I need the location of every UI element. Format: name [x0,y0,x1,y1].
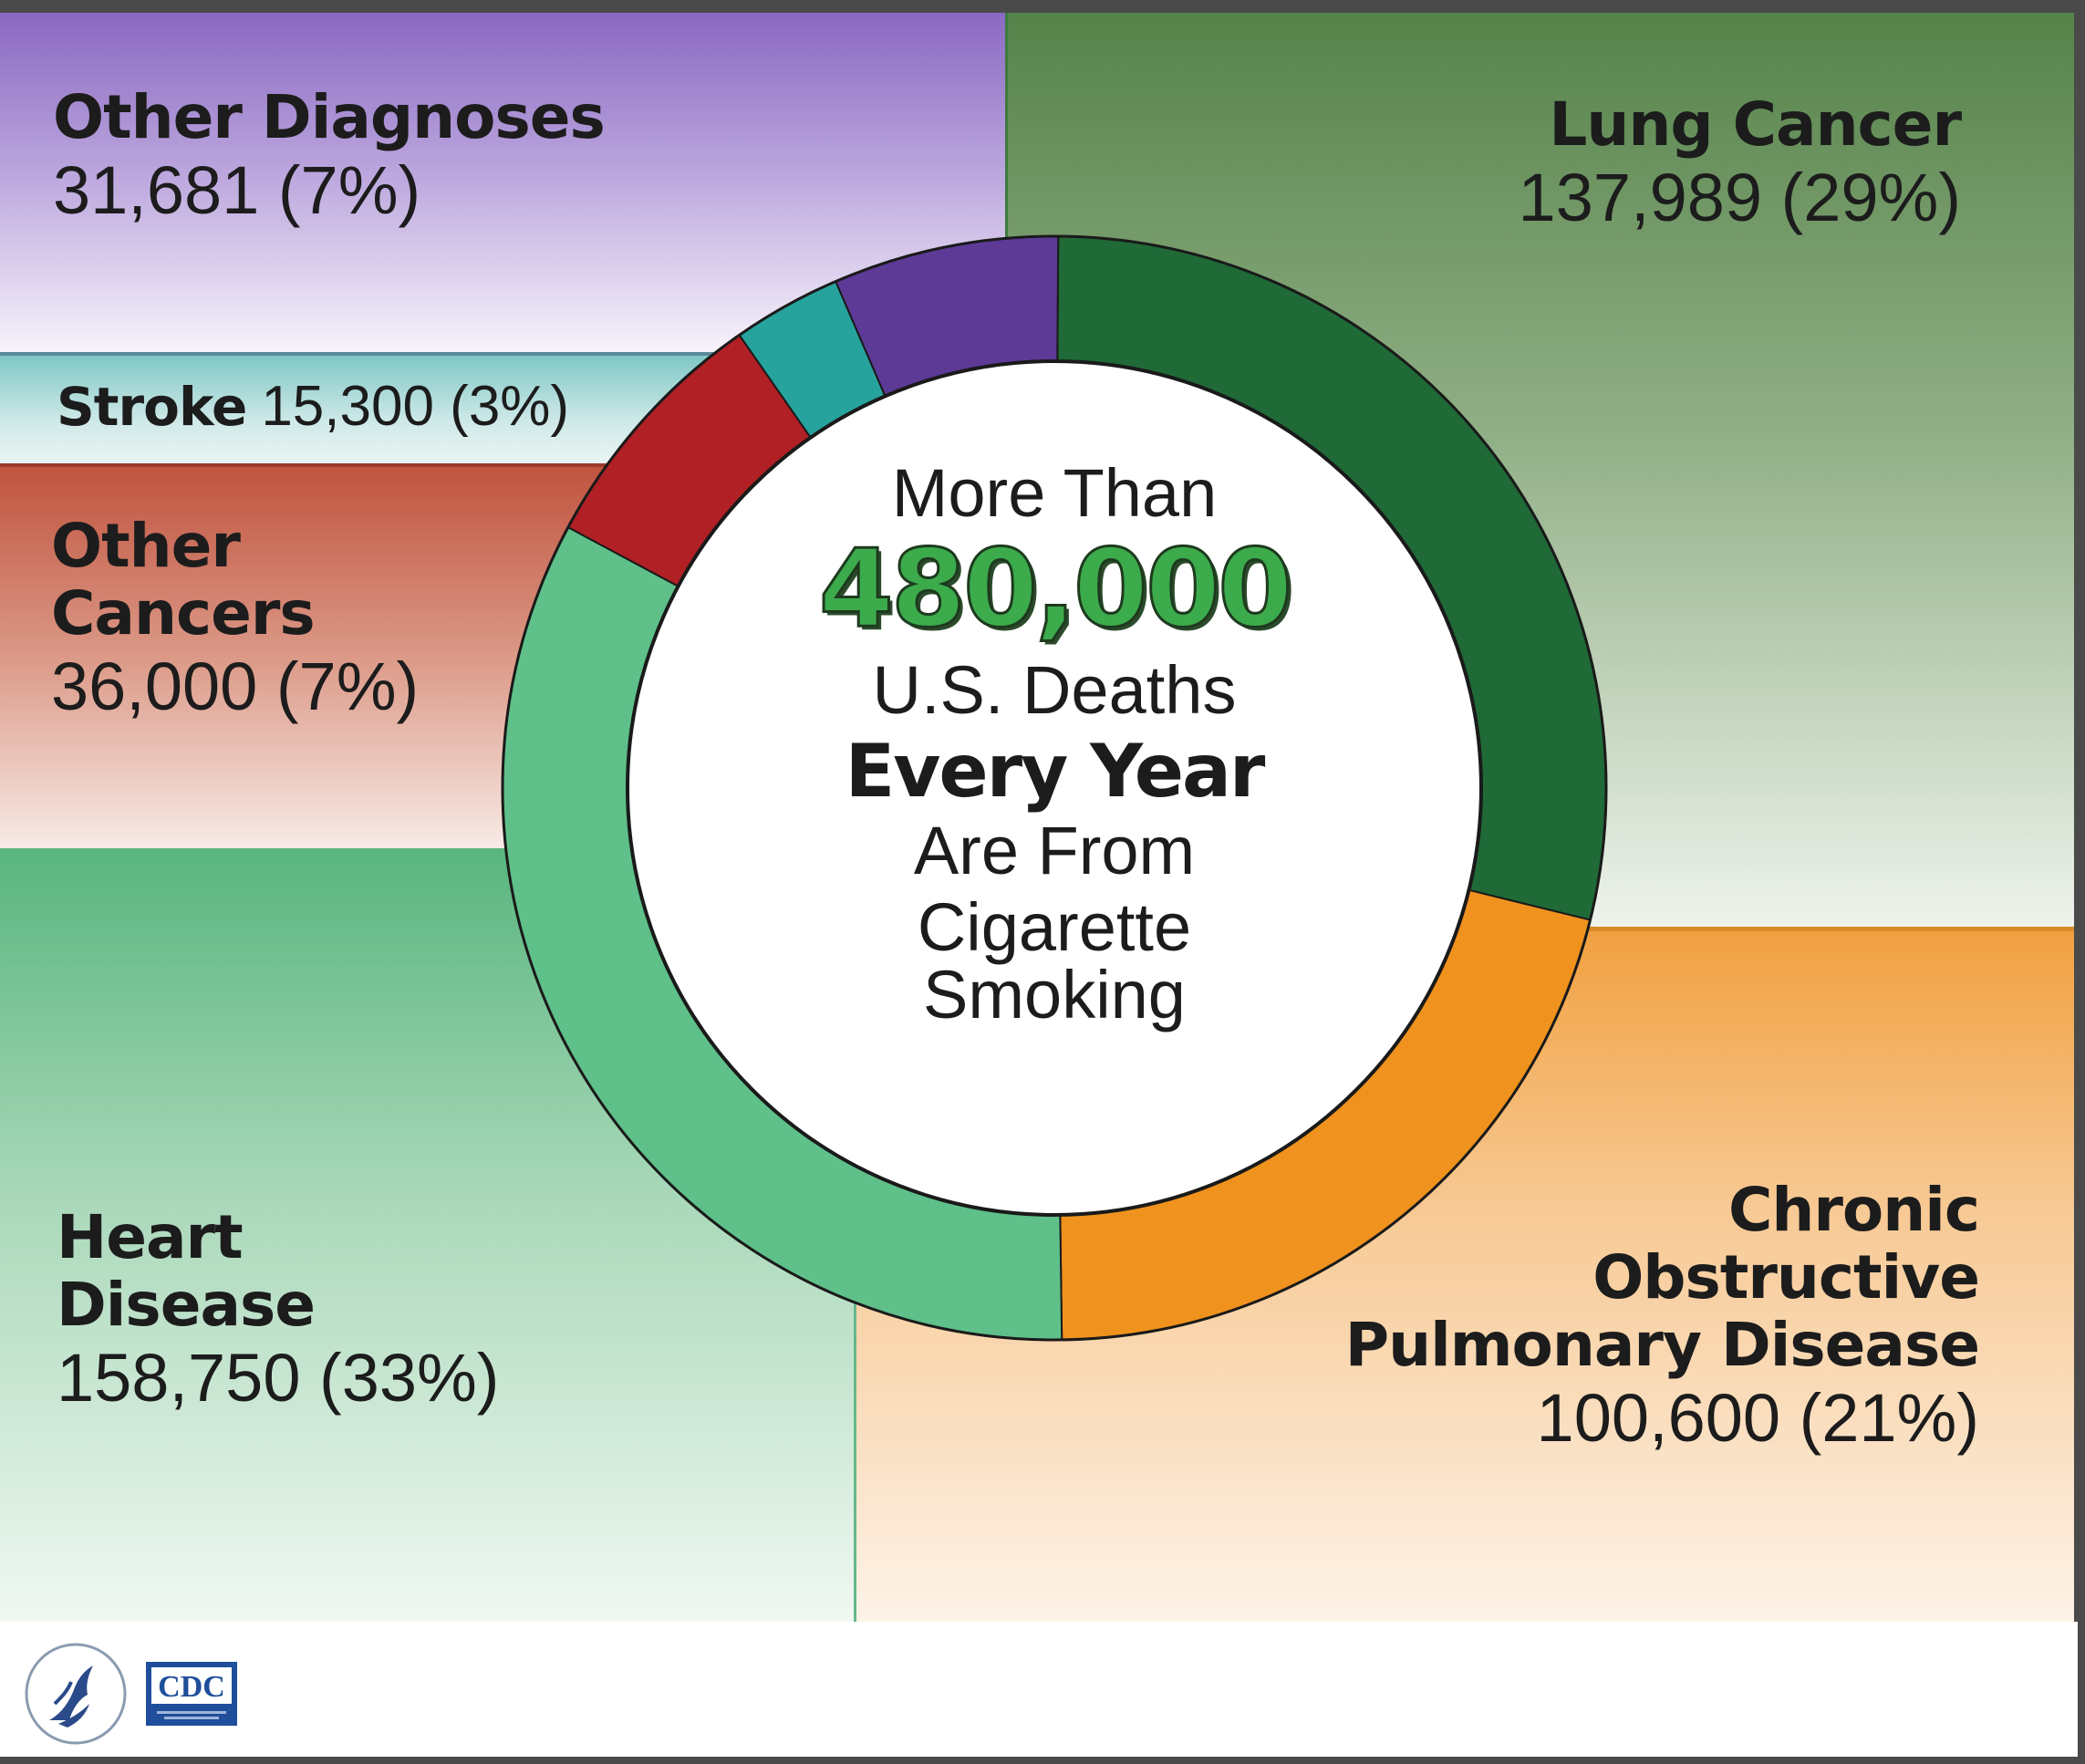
slice-name: Other Diagnoses [53,82,606,152]
slice-value: 36,000 (7%) [51,648,420,724]
center-line-cigarette-smoking: Cigarette Smoking [917,888,1192,1032]
footer-logos: CDC [0,1622,2078,1757]
label-heart-disease: Heart Disease 158,750 (33%) [57,1204,499,1416]
hhs-eagle-icon [25,1643,127,1745]
donut-center-text: More Than 480,000 U.S. Deaths Every Year… [781,460,1328,1029]
center-line-are-from: Are From [913,812,1196,888]
donut-center-hole [626,359,1483,1217]
center-line-us-deaths: U.S. Deaths [872,651,1237,728]
slice-value: 15,300 (3%) [261,375,570,438]
donut-chart [501,234,1608,1342]
slice-name-line: Pulmonary Disease [1344,1309,1980,1380]
slice-name-line: Heart [57,1202,244,1272]
label-other-diagnoses: Other Diagnoses 31,681 (7%) [53,82,606,229]
slice-name-line: Chronic [1727,1175,1980,1245]
slice-name-line: Cancers [51,577,316,649]
label-copd: Chronic Obstructive Pulmonary Disease 10… [1344,1175,1980,1457]
slice-value: 31,681 (7%) [53,151,421,228]
label-other-cancers: Other Cancers 36,000 (7%) [51,513,419,725]
ring-outer-outline [501,234,1608,1342]
slice-value: 137,989 (29%) [1518,159,1961,235]
slice-value: 100,600 (21%) [1536,1379,1979,1456]
label-lung-cancer: Lung Cancer 137,989 (29%) [1518,89,1962,236]
center-line-every-year: Every Year [845,728,1266,814]
slice-name-line: Disease [57,1269,316,1340]
slice-name-line: Obstructive [1592,1241,1980,1313]
center-line-more-than: More Than [891,455,1218,531]
cdc-logo-icon: CDC [146,1662,237,1726]
slice-name-line: Other [51,511,241,581]
slice-name: Stroke [57,376,247,438]
cdc-logo-text: CDC [158,1670,225,1704]
slice-name: Lung Cancer [1549,89,1962,160]
smoking-deaths-chart: Other Diagnoses 31,681 (7%) Stroke 15,30… [0,13,2074,1622]
center-total-number: 480,000 [817,525,1293,651]
label-stroke: Stroke 15,300 (3%) [57,374,569,439]
slice-value: 158,750 (33%) [57,1339,500,1416]
